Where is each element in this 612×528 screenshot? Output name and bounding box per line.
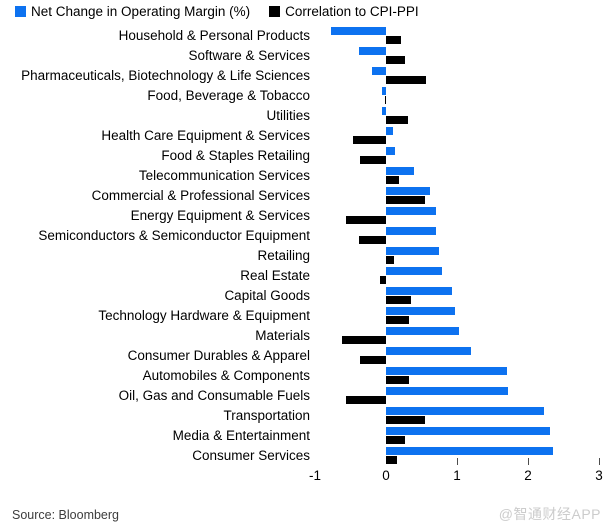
category-label: Retailing — [257, 248, 310, 263]
correlation-bar — [360, 156, 386, 164]
category-label: Oil, Gas and Consumable Fuels — [118, 388, 310, 403]
net-change-bar — [386, 187, 431, 195]
net-change-bar — [381, 87, 386, 95]
net-change-bar — [386, 167, 414, 175]
net-change-swatch-icon — [15, 6, 26, 17]
net-change-bar — [330, 27, 386, 35]
net-change-bar — [359, 47, 386, 55]
x-axis-label: 1 — [453, 468, 461, 483]
category-label: Semiconductors & Semiconductor Equipment — [38, 228, 310, 243]
net-change-bar — [386, 427, 550, 435]
x-axis-label: 0 — [382, 468, 390, 483]
net-change-bar — [371, 67, 386, 75]
correlation-bar — [341, 336, 386, 344]
x-axis-tick-mark — [599, 458, 600, 465]
legend-item-correlation: Correlation to CPI-PPI — [269, 4, 419, 19]
net-change-bar — [386, 127, 394, 135]
category-label: Consumer Durables & Apparel — [127, 348, 310, 363]
correlation-bar — [386, 376, 410, 384]
category-label: Software & Services — [188, 48, 310, 63]
net-change-bar — [386, 227, 436, 235]
net-change-bar — [386, 347, 472, 355]
net-change-bar — [386, 447, 553, 455]
category-label: Consumer Services — [192, 448, 310, 463]
correlation-bar — [386, 56, 406, 64]
correlation-bar — [386, 36, 401, 44]
correlation-bar — [386, 316, 410, 324]
correlation-bar — [386, 416, 426, 424]
x-axis-label: 2 — [524, 468, 532, 483]
net-change-bar — [386, 367, 508, 375]
category-label: Transportation — [223, 408, 310, 423]
correlation-bar — [386, 456, 398, 464]
category-label: Telecommunication Services — [138, 168, 310, 183]
net-change-bar — [386, 147, 395, 155]
net-change-bar — [386, 287, 453, 295]
x-axis-tick-mark — [457, 458, 458, 465]
net-change-bar — [386, 407, 544, 415]
correlation-bar — [386, 176, 399, 184]
net-change-bar — [386, 327, 460, 335]
category-label: Household & Personal Products — [118, 28, 310, 43]
chart-legend: Net Change in Operating Margin (%) Corre… — [15, 4, 419, 19]
correlation-bar — [346, 216, 386, 224]
net-change-bar — [386, 307, 455, 315]
category-label: Energy Equipment & Services — [130, 208, 310, 223]
category-label: Commercial & Professional Services — [91, 188, 310, 203]
category-label: Utilities — [266, 108, 310, 123]
correlation-bar — [360, 356, 386, 364]
category-label: Food & Staples Retailing — [161, 148, 310, 163]
correlation-bar — [346, 396, 386, 404]
net-change-bar — [382, 107, 386, 115]
legend-label-correlation: Correlation to CPI-PPI — [285, 4, 419, 19]
category-label: Real Estate — [240, 268, 310, 283]
net-change-bar — [386, 247, 440, 255]
category-label: Pharmaceuticals, Biotechnology & Life Sc… — [21, 68, 310, 83]
category-label: Health Care Equipment & Services — [101, 128, 310, 143]
category-label: Food, Beverage & Tobacco — [147, 88, 310, 103]
category-label: Materials — [255, 328, 310, 343]
category-label: Media & Entertainment — [172, 428, 310, 443]
x-axis-label: 3 — [595, 468, 603, 483]
correlation-bar — [353, 136, 386, 144]
watermark: @智通财经APP — [498, 506, 601, 522]
x-axis-label: -1 — [308, 468, 322, 483]
correlation-bar — [384, 96, 386, 104]
legend-item-net-change: Net Change in Operating Margin (%) — [15, 4, 250, 19]
correlation-bar — [386, 196, 426, 204]
category-label: Technology Hardware & Equipment — [98, 308, 310, 323]
correlation-swatch-icon — [269, 6, 281, 17]
net-change-bar — [386, 387, 509, 395]
source-attribution: Source: Bloomberg — [12, 508, 120, 522]
net-change-bar — [386, 267, 443, 275]
correlation-bar — [386, 76, 426, 84]
category-label: Capital Goods — [224, 288, 310, 303]
net-change-bar — [386, 207, 436, 215]
legend-label-net-change: Net Change in Operating Margin (%) — [31, 4, 251, 19]
correlation-bar — [386, 256, 394, 264]
correlation-bar — [359, 236, 386, 244]
correlation-bar — [380, 276, 386, 284]
x-axis-tick-mark — [528, 458, 529, 465]
correlation-bar — [386, 116, 408, 124]
correlation-bar — [386, 296, 411, 304]
correlation-bar — [386, 436, 406, 444]
category-label: Automobiles & Components — [142, 368, 310, 383]
